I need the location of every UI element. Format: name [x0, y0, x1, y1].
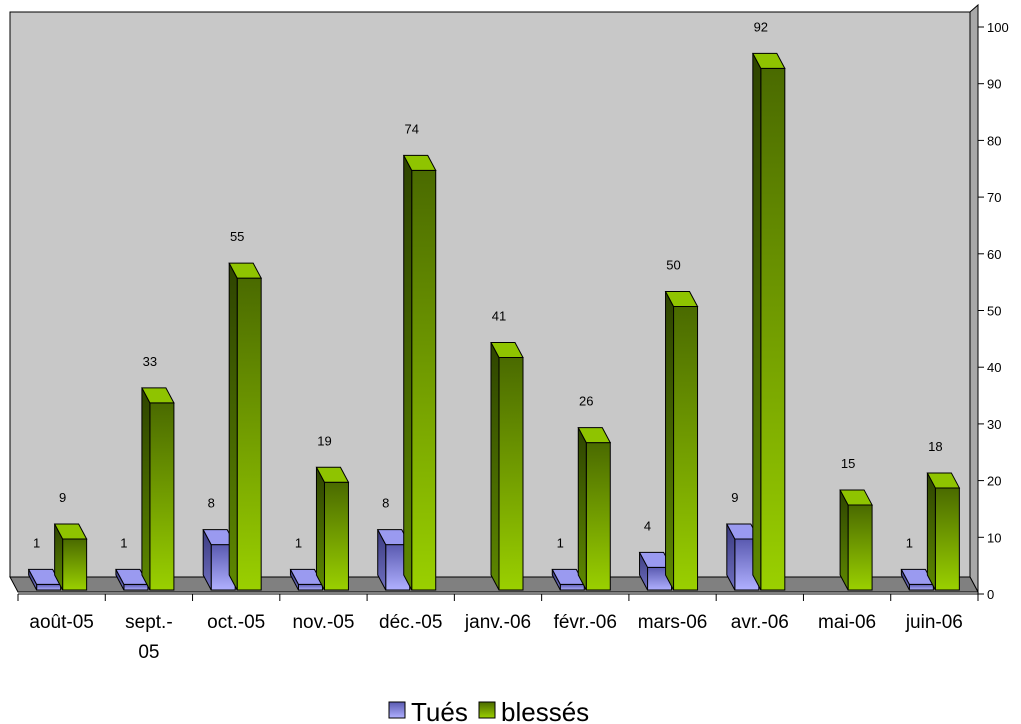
y-tick-label: 80: [987, 133, 1001, 148]
x-category-label: nov.-05: [292, 612, 354, 633]
y-tick-label: 20: [987, 474, 1001, 489]
bar-tues: [559, 583, 585, 591]
bar-blesses-top: [926, 472, 961, 489]
data-label: 1: [120, 535, 127, 550]
data-label: 4: [644, 518, 651, 533]
bar-tues-top: [202, 529, 237, 546]
data-label: 1: [295, 535, 302, 550]
bar-tues-top: [376, 529, 411, 546]
data-label: 1: [33, 535, 40, 550]
bar-tues-top: [551, 568, 586, 585]
bar-blesses-top: [402, 154, 437, 171]
data-label: 18: [928, 439, 942, 454]
bar-blesses-top: [839, 489, 873, 506]
bar-blesses: [760, 67, 786, 591]
data-label: 41: [492, 309, 506, 324]
bar-tues-top: [900, 568, 935, 585]
x-category-label: déc.-05: [379, 612, 442, 633]
bar-blesses-top: [664, 291, 699, 307]
bar-blesses: [673, 306, 699, 591]
data-label: 50: [666, 258, 680, 273]
x-category-label: juin-06: [905, 612, 963, 633]
bar-blesses-top: [53, 523, 88, 540]
bar-blesses-side: [577, 427, 587, 591]
data-label: 33: [143, 354, 157, 369]
bar-blesses: [585, 442, 611, 591]
bar-blesses-side: [490, 342, 500, 591]
legend: Tués blessés: [388, 697, 589, 724]
data-label: 74: [404, 121, 418, 136]
bar-blesses: [498, 357, 524, 591]
legend-swatch-tues: [388, 701, 406, 719]
y-axis: 0 10 20 30 40 50 60 70 80 90 100: [978, 20, 1009, 602]
data-label: 8: [208, 496, 215, 511]
bar-blesses-top: [751, 52, 786, 69]
data-label: 19: [317, 433, 331, 448]
legend-swatch-blesses: [478, 701, 496, 719]
data-label: 15: [841, 456, 855, 471]
bar-blesses-side: [141, 387, 151, 591]
y-tick-label: 10: [987, 530, 1001, 545]
bar-blesses: [847, 504, 873, 591]
bar-blesses-top: [490, 342, 524, 359]
x-category-label: août-05: [29, 612, 93, 633]
bar-blesses: [411, 169, 437, 591]
data-label: 1: [557, 535, 564, 550]
bar-tues-top: [289, 568, 324, 585]
data-label: 55: [230, 229, 244, 244]
y-tick-label: 50: [987, 304, 1001, 319]
bar-blesses-side: [752, 53, 762, 591]
bar-tues-top: [27, 568, 62, 585]
bar-tues: [297, 583, 323, 591]
bar-blesses: [323, 481, 349, 591]
bar-blesses-side: [403, 155, 413, 591]
bar-tues: [36, 583, 62, 591]
data-label: 9: [731, 490, 738, 505]
y-tick-label: 90: [987, 77, 1001, 92]
legend-label-blesses: blessés: [501, 697, 589, 724]
y-tick-label: 60: [987, 247, 1001, 262]
bar-tues-top: [115, 568, 149, 585]
data-label: 9: [59, 490, 66, 505]
bar-blesses: [236, 277, 262, 591]
bar-tues-top: [725, 523, 760, 540]
x-category-label: avr.-06: [731, 612, 789, 633]
x-category-label: févr.-06: [554, 612, 617, 633]
data-label: 8: [382, 496, 389, 511]
y-tick-label: 100: [987, 20, 1009, 35]
bar-blesses-side: [315, 467, 325, 591]
bar-blesses-side: [839, 489, 849, 591]
legend-label-tues: Tués: [411, 697, 468, 724]
x-category-label: janv.-06: [464, 612, 531, 633]
bar-blesses-side: [228, 262, 238, 591]
bar-blesses-top: [141, 387, 175, 404]
bar-tues: [123, 583, 149, 591]
y-tick-label: 40: [987, 360, 1001, 375]
x-category-label: sept.-05: [125, 612, 173, 663]
x-category-label: mars-06: [638, 612, 708, 633]
bar-blesses: [934, 487, 960, 591]
chart-side-wall: [969, 3, 979, 593]
bar-tues-top: [638, 551, 673, 568]
bar-blesses-top: [228, 262, 263, 279]
bar-blesses-top: [577, 427, 612, 444]
data-label: 26: [579, 394, 593, 409]
bar-tues: [908, 583, 934, 591]
y-tick-label: 70: [987, 190, 1001, 205]
data-label: 1: [906, 535, 913, 550]
bar-blesses: [62, 538, 88, 591]
data-label: 92: [754, 19, 768, 34]
y-tick-label: 30: [987, 417, 1001, 432]
bar-blesses-side: [665, 291, 675, 591]
x-category-label: mai-06: [818, 612, 876, 633]
x-category-label: oct.-05: [207, 612, 265, 633]
y-tick-label: 0: [987, 587, 994, 602]
bars-group: [27, 52, 961, 591]
bar-blesses-side: [926, 472, 936, 591]
bar-blesses: [149, 402, 175, 591]
x-axis: août-05 sept.-05 oct.-05 nov.-05 déc.-05 janv…: [17, 594, 979, 663]
bar-blesses-top: [315, 466, 350, 483]
